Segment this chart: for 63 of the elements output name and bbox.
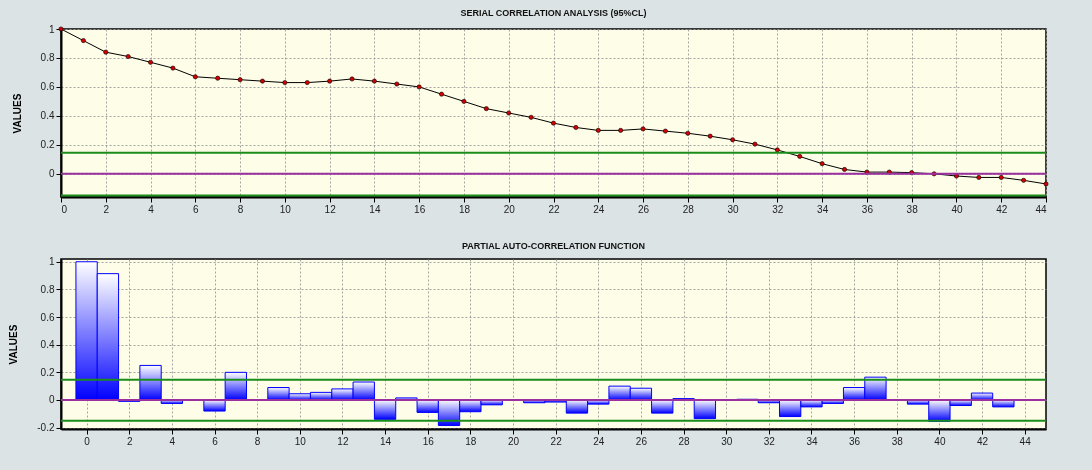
x-tick-label: 4 <box>169 435 176 447</box>
chart-title: SERIAL CORRELATION ANALYSIS (95%CL) <box>460 8 647 18</box>
x-tick-label: 24 <box>593 203 605 215</box>
x-tick-label: 16 <box>414 203 426 215</box>
x-tick-label: 14 <box>380 435 392 447</box>
x-tick-label: 34 <box>806 435 818 447</box>
y-tick-label: 0.2 <box>40 366 55 378</box>
x-tick-label: 22 <box>548 203 560 215</box>
y-tick-label: 0.4 <box>40 339 55 351</box>
x-tick-label: 0 <box>84 435 91 447</box>
x-tick-label: 20 <box>507 435 520 447</box>
x-tick-label: 30 <box>727 203 740 215</box>
y-tick-label: 1 <box>48 256 55 268</box>
y-tick-label: 0.6 <box>40 311 55 323</box>
x-tick-label: 32 <box>772 203 784 215</box>
y-tick-label: -0.2 <box>37 422 55 434</box>
x-tick-label: 2 <box>126 435 133 447</box>
x-tick-label: 14 <box>369 203 381 215</box>
y-axis-title: VALUES <box>11 93 23 134</box>
y-tick-label: 0.8 <box>40 52 55 64</box>
x-tick-label: 18 <box>458 203 471 215</box>
x-tick-label: 36 <box>849 435 861 447</box>
y-tick-label: 1 <box>48 23 55 35</box>
x-tick-label: 4 <box>148 203 155 215</box>
x-tick-label: 8 <box>254 435 261 447</box>
x-tick-label: 40 <box>951 203 963 215</box>
x-tick-label: 8 <box>237 203 244 215</box>
x-tick-label: 10 <box>279 203 292 215</box>
y-tick-label: 0 <box>48 168 55 180</box>
x-tick-label: 42 <box>976 435 989 447</box>
x-tick-label: 12 <box>324 203 337 215</box>
x-tick-label: 42 <box>996 203 1008 215</box>
y-tick-label: 0 <box>48 394 55 406</box>
x-tick-label: 40 <box>934 435 946 447</box>
x-tick-label: 36 <box>861 203 874 215</box>
y-tick-label: 0.2 <box>40 139 55 151</box>
x-tick-label: 10 <box>294 435 307 447</box>
x-tick-label: 38 <box>906 203 919 215</box>
x-tick-label: 26 <box>635 435 648 447</box>
x-tick-label: 32 <box>763 435 776 447</box>
x-tick-label: 0 <box>61 203 68 215</box>
x-tick-label: 44 <box>1019 435 1032 447</box>
x-tick-label: 30 <box>721 435 733 447</box>
x-tick-label: 12 <box>337 435 349 447</box>
x-tick-label: 26 <box>637 203 650 215</box>
x-tick-label: 6 <box>193 203 200 215</box>
x-tick-label: 20 <box>503 203 516 215</box>
y-tick-label: 0.4 <box>40 110 55 122</box>
x-tick-label: 34 <box>817 203 829 215</box>
x-tick-label: 24 <box>593 435 605 447</box>
x-tick-label: 28 <box>678 435 691 447</box>
x-tick-label: 2 <box>103 203 110 215</box>
x-tick-label: 22 <box>550 435 563 447</box>
y-tick-label: 0.8 <box>40 283 55 295</box>
x-tick-label: 6 <box>212 435 219 447</box>
y-axis-title: VALUES <box>8 324 20 365</box>
x-tick-label: 28 <box>682 203 695 215</box>
x-tick-label: 44 <box>1035 203 1047 215</box>
y-tick-label: 0.6 <box>40 81 55 93</box>
x-tick-label: 18 <box>465 435 477 447</box>
x-tick-label: 16 <box>422 435 435 447</box>
x-tick-label: 38 <box>891 435 904 447</box>
chart-title: PARTIAL AUTO-CORRELATION FUNCTION <box>462 240 645 251</box>
